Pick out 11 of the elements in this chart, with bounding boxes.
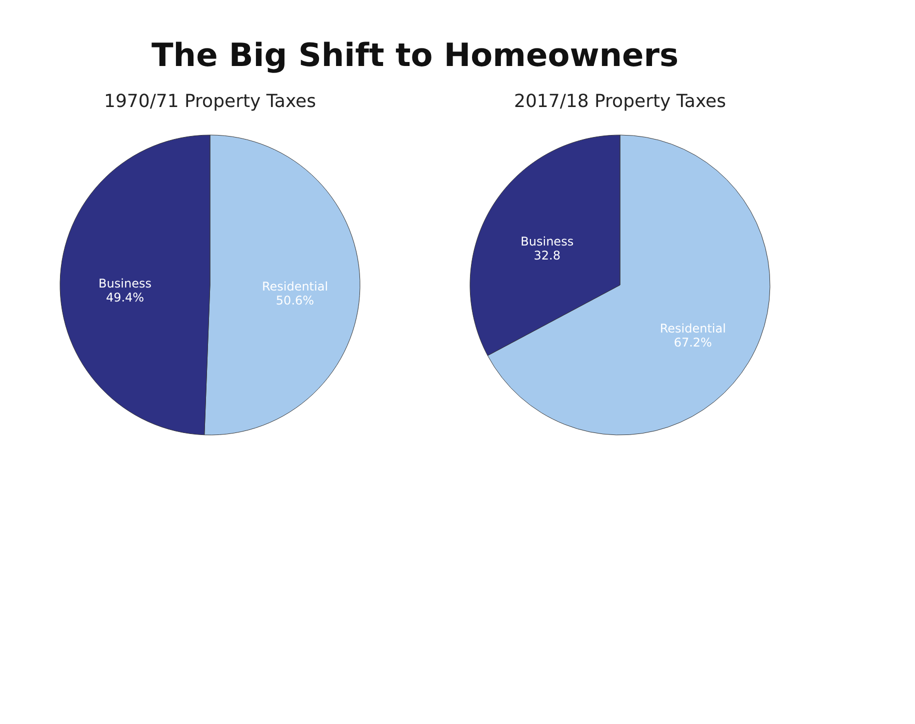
chart-title: 1970/71 Property Taxes bbox=[104, 91, 316, 112]
chart-title: 2017/18 Property Taxes bbox=[514, 91, 726, 112]
slice-label: Residential bbox=[660, 322, 726, 336]
slice-label: Business bbox=[98, 276, 152, 290]
text: The Big Shift to Homeowners bbox=[151, 36, 679, 74]
slice-label: Business bbox=[520, 234, 574, 248]
data-label: 32.8 bbox=[534, 248, 560, 262]
data-label: 50.6% bbox=[276, 294, 314, 308]
data-label: 67.2% bbox=[674, 336, 712, 350]
data-label: 49.4% bbox=[106, 290, 144, 304]
slice-label: Residential bbox=[262, 280, 328, 294]
